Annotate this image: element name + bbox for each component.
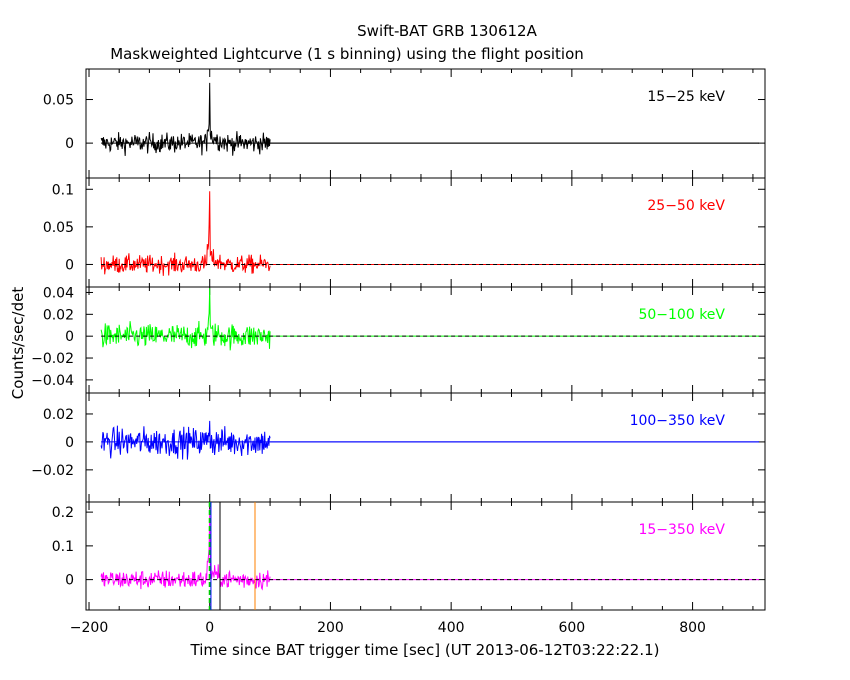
y-tick-label: 0 (65, 329, 74, 345)
panel-15-350-kev: 0 0.1 0.2 15−350 keV (52, 501, 766, 611)
y-tick-label: 0.02 (43, 307, 74, 323)
y-tick-label: 0.05 (43, 93, 74, 109)
band-label: 100−350 keV (630, 413, 726, 429)
band-label: 15−350 keV (638, 522, 725, 538)
x-axis-label: Time since BAT trigger time [sec] (UT 20… (190, 641, 660, 659)
panel-25-50-kev: 0 0.05 0.1 25−50 keV (43, 177, 766, 288)
panel-frame (85, 68, 766, 179)
panel-frame (85, 177, 766, 288)
y-tick-label: 0.02 (43, 407, 74, 423)
panel-50-100-kev: −0.04 −0.02 0 0.02 0.04 50−100 keV (31, 285, 766, 394)
y-tick-label: −0.04 (31, 373, 74, 389)
chart-title: Swift-BAT GRB 130612A (357, 22, 537, 40)
y-tick-label: −0.02 (31, 463, 74, 479)
y-tick-label: 0.05 (43, 220, 74, 236)
band-label: 15−25 keV (647, 89, 725, 105)
y-tick-label: 0 (65, 435, 74, 451)
y-tick-label: 0.1 (52, 539, 74, 555)
y-tick-label: 0.1 (52, 182, 74, 198)
y-tick-label: 0 (65, 136, 74, 152)
panel-frame (85, 501, 766, 611)
panel-15-25-kev: 0 0.05 15−25 keV (43, 68, 766, 179)
y-tick-label: 0 (65, 573, 74, 589)
lightcurve-trace (100, 508, 271, 591)
band-label: 25−50 keV (647, 198, 725, 214)
x-tick-label: 400 (438, 620, 465, 636)
y-tick-label: −0.02 (31, 351, 74, 367)
panel-100-350-kev: −0.02 0 0.02 100−350 keV (31, 392, 766, 503)
lightcurve-trace (100, 191, 271, 276)
y-axis-label: Counts/sec/det (9, 287, 27, 400)
lightcurve-trace (100, 288, 271, 351)
x-tick-label: −200 (70, 620, 108, 636)
lightcurve-trace (100, 82, 271, 156)
x-tick-label: 600 (558, 620, 585, 636)
x-tick-label: 800 (679, 620, 706, 636)
y-tick-label: 0.2 (52, 505, 74, 521)
y-tick-label: 0 (65, 257, 74, 273)
y-tick-label: 0.04 (43, 285, 74, 301)
x-tick-label: 200 (317, 620, 344, 636)
lightcurve-trace (100, 420, 271, 460)
band-label: 50−100 keV (638, 307, 725, 323)
chart-subtitle: Maskweighted Lightcurve (1 s binning) us… (110, 45, 584, 63)
x-tick-label: 0 (205, 620, 214, 636)
